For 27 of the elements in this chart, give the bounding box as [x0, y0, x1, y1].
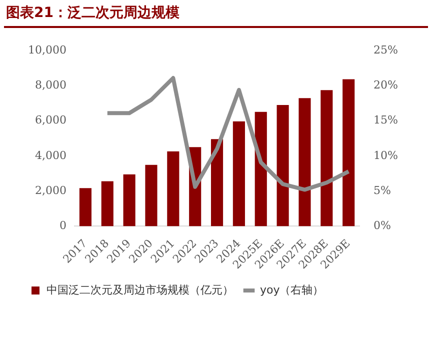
- bar: [210, 139, 224, 226]
- bar: [79, 188, 92, 226]
- bar: [167, 151, 180, 226]
- bar: [320, 90, 333, 226]
- legend-label: 中国泛二次元及周边市场规模（亿元）: [46, 283, 234, 296]
- bar: [254, 112, 267, 226]
- y-tick-label: 2,000: [34, 184, 66, 197]
- bar: [298, 98, 311, 226]
- bar: [123, 174, 136, 226]
- bar: [342, 79, 355, 226]
- y2-tick-label: 10%: [374, 148, 398, 162]
- bar: [232, 121, 245, 226]
- y2-tick-label: 20%: [374, 78, 398, 92]
- y2-tick-label: 5%: [374, 184, 392, 197]
- y-tick-label: 6,000: [34, 114, 66, 127]
- y2-tick-label: 15%: [374, 114, 398, 127]
- legend-label: yoy（右轴）: [260, 283, 324, 296]
- y2-tick-label: 0%: [374, 219, 392, 232]
- bar: [145, 164, 158, 226]
- y-tick-label: 8,000: [34, 78, 66, 92]
- chart-title: 图表21：泛二次元周边规模: [6, 4, 180, 22]
- y-tick-label: 0: [59, 219, 66, 232]
- bar: [276, 105, 289, 226]
- y-tick-label: 10,000: [28, 43, 66, 56]
- y2-tick-label: 25%: [374, 43, 398, 56]
- y-tick-label: 4,000: [34, 148, 66, 162]
- bar: [101, 181, 114, 226]
